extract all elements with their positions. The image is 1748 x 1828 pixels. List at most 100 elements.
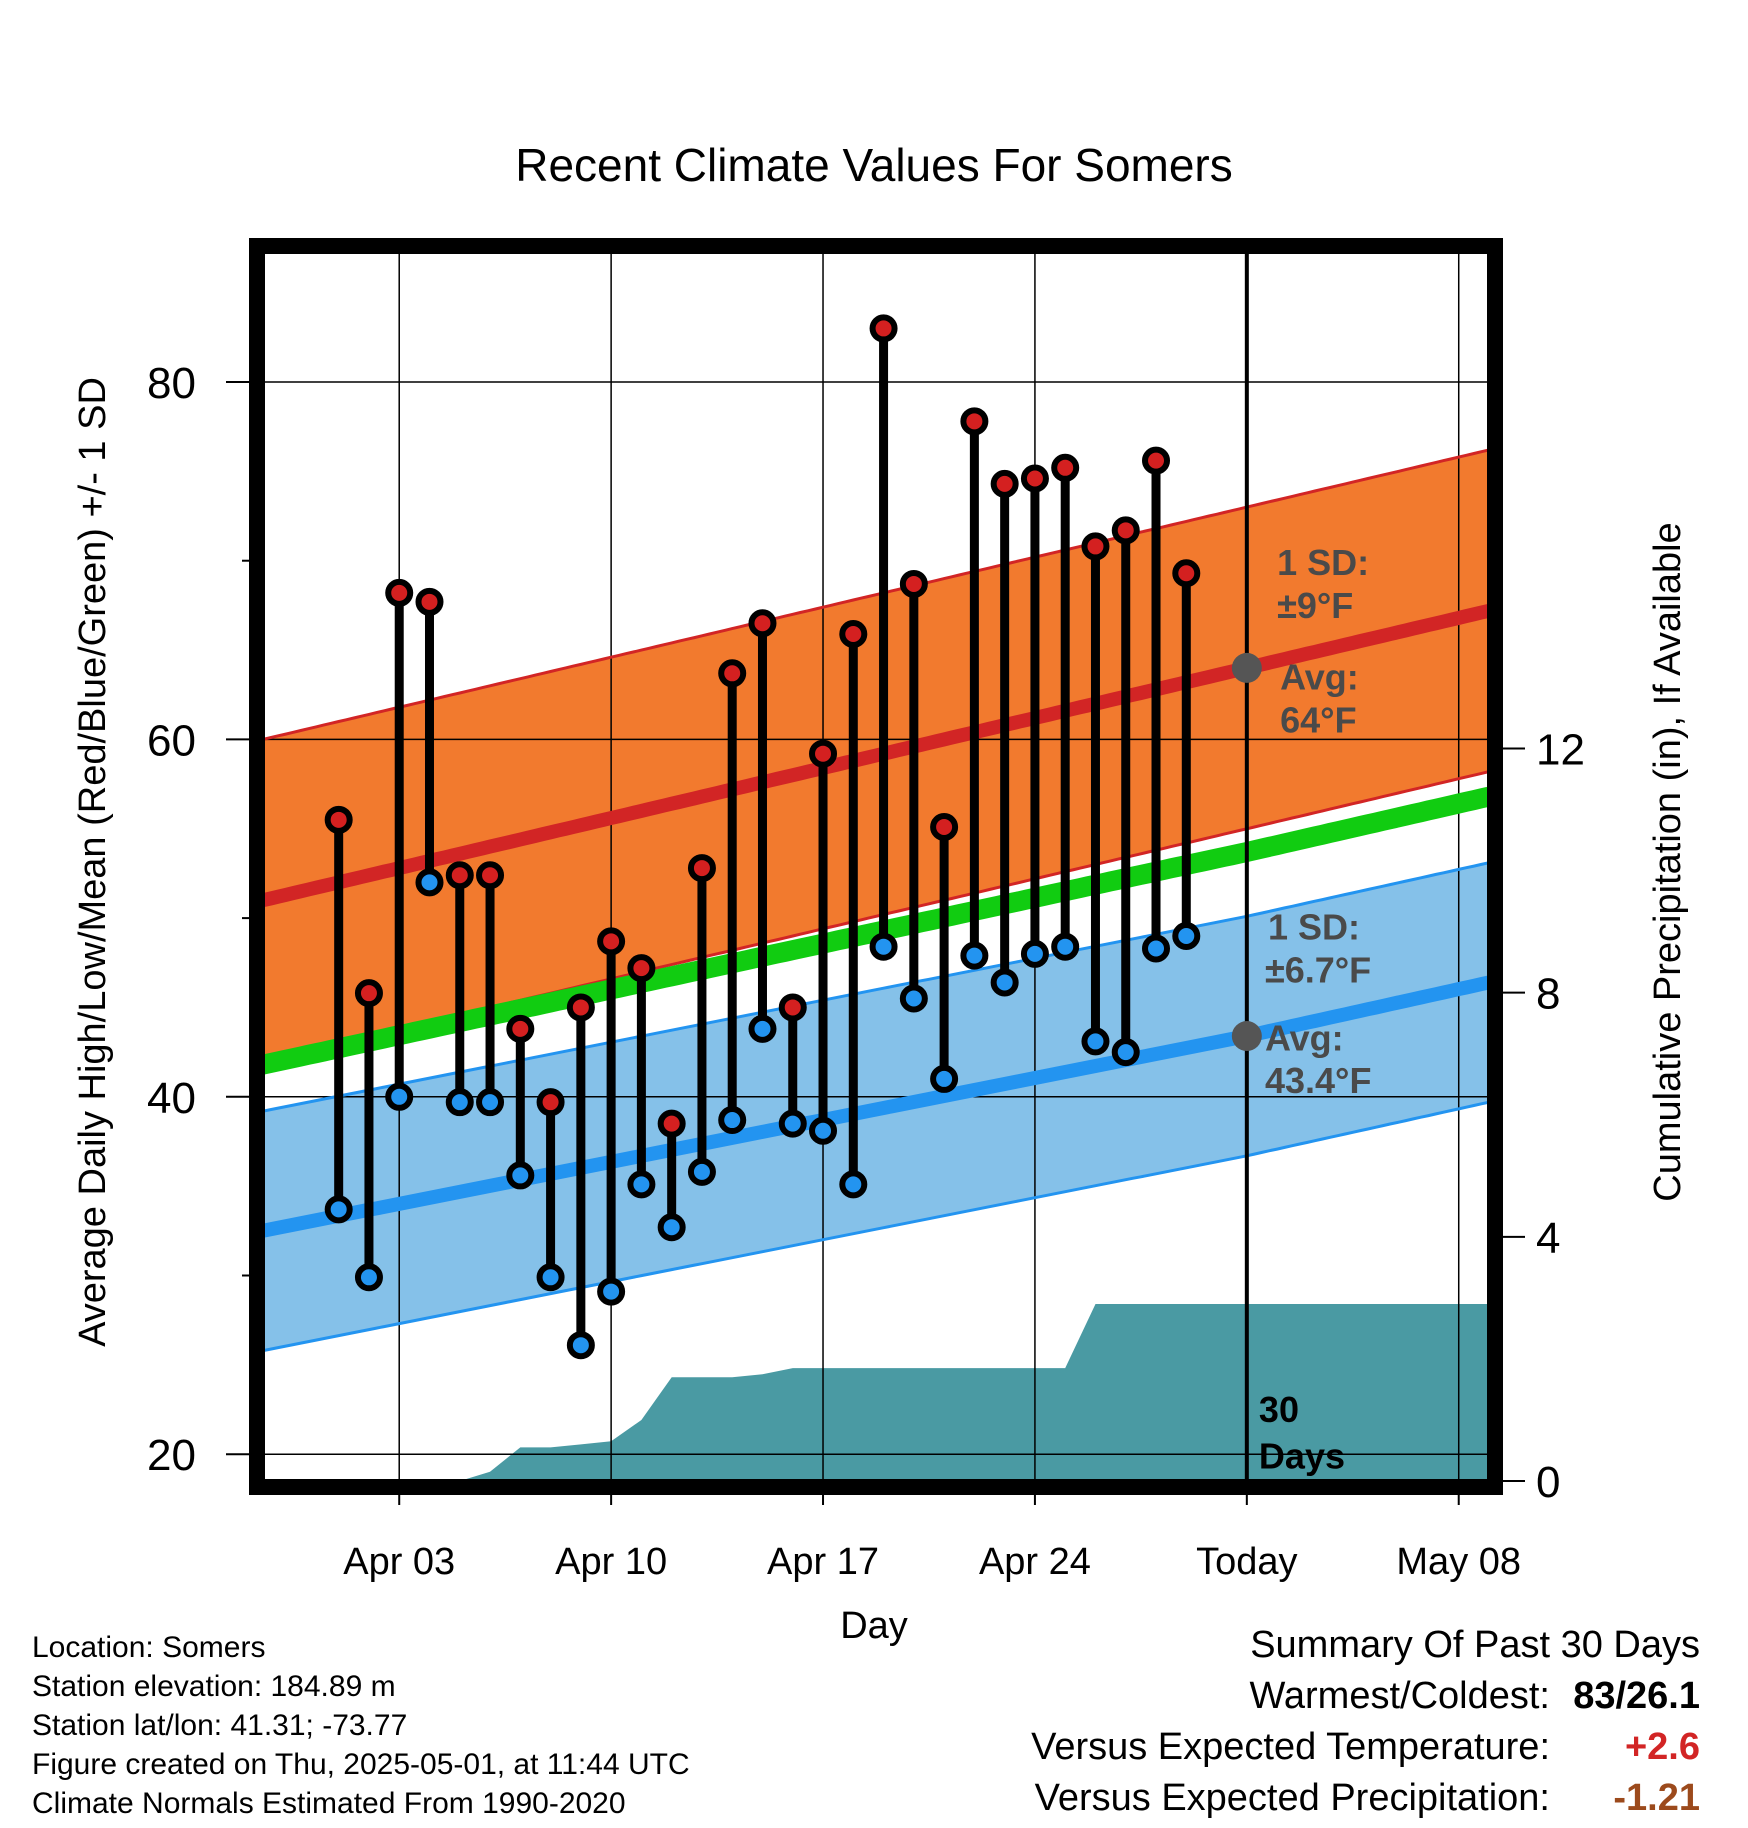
high-marker <box>506 1014 535 1043</box>
low-marker <box>597 1277 626 1306</box>
low-marker <box>1111 1038 1140 1067</box>
high-marker <box>1111 516 1140 545</box>
temp-anomaly-value: +2.6 <box>1624 1726 1700 1768</box>
mean-normal-line <box>263 786 1489 1075</box>
high-marker <box>1081 532 1110 561</box>
high-marker <box>476 861 505 890</box>
low-marker <box>990 968 1019 997</box>
high-marker <box>930 812 959 841</box>
today-low-normal-marker <box>1231 1021 1262 1052</box>
low-marker <box>1051 932 1080 961</box>
y-tick-label: 60 <box>147 716 196 765</box>
x-tick-label: Apr 17 <box>767 1541 879 1583</box>
summary-panel: Summary Of Past 30 Days Warmest/Coldest:… <box>880 1620 1700 1824</box>
high-marker <box>869 314 898 343</box>
high-marker <box>597 927 626 956</box>
high-marker <box>1051 453 1080 482</box>
high-marker <box>839 619 868 648</box>
annotation-2: Avg: <box>1280 656 1359 697</box>
low-marker <box>415 868 444 897</box>
info-elevation: Station elevation: 184.89 m <box>32 1670 396 1703</box>
annotation-5: ±6.7°F <box>1265 949 1371 990</box>
low-marker <box>445 1088 474 1117</box>
y2-tick-label: 8 <box>1536 970 1560 1019</box>
y2-tick-label: 12 <box>1536 726 1585 775</box>
high-marker <box>385 578 414 607</box>
high-marker <box>354 979 383 1008</box>
low-marker <box>1081 1027 1110 1056</box>
info-location: Location: Somers <box>32 1631 266 1664</box>
high-marker <box>990 469 1019 498</box>
high-marker <box>1020 464 1049 493</box>
low-marker <box>930 1064 959 1093</box>
annotation-7: 43.4°F <box>1265 1060 1371 1101</box>
low-marker <box>385 1082 414 1111</box>
summary-temp-row: Versus Expected Temperature: +2.6 <box>880 1722 1700 1773</box>
x-tick-label: Apr 24 <box>979 1541 1091 1583</box>
low-marker <box>778 1109 807 1138</box>
low-marker <box>1172 921 1201 950</box>
high-marker <box>536 1088 565 1117</box>
low-marker <box>506 1161 535 1190</box>
low-marker <box>536 1263 565 1292</box>
info-normals: Climate Normals Estimated From 1990-2020 <box>32 1787 626 1820</box>
high-marker <box>960 407 989 436</box>
summary-heading: Summary Of Past 30 Days <box>880 1620 1700 1671</box>
x-axis-label: Day <box>840 1605 908 1647</box>
low-marker <box>899 984 928 1013</box>
plot-frame <box>249 238 1503 1495</box>
summary-heading-text: Summary Of Past 30 Days <box>1250 1624 1700 1666</box>
high-marker <box>1142 446 1171 475</box>
high-marker <box>657 1109 686 1138</box>
low-marker <box>809 1116 838 1145</box>
warmest-value: 83/26.1 <box>1573 1675 1700 1717</box>
annotation-4: 1 SD: <box>1268 907 1360 948</box>
station-info: Location: Somers Station elevation: 184.… <box>32 1628 690 1823</box>
high-marker <box>415 587 444 616</box>
low-sd-upper-line <box>263 861 1489 1113</box>
chart-title: Recent Climate Values For Somers <box>515 139 1233 191</box>
low-marker <box>748 1014 777 1043</box>
x-tick-label: Apr 03 <box>343 1541 455 1583</box>
high-marker <box>324 805 353 834</box>
today-high-normal-marker <box>1231 652 1262 683</box>
low-normal-line <box>263 975 1489 1238</box>
high-marker <box>627 954 656 983</box>
high-marker <box>687 854 716 883</box>
warmest-label: Warmest/Coldest: <box>1249 1675 1550 1717</box>
high-sd-upper-line <box>263 448 1489 741</box>
high-marker <box>445 861 474 890</box>
annotation-1: ±9°F <box>1277 585 1353 626</box>
low-sd-lower-line <box>263 1100 1489 1353</box>
x-tick-label: May 08 <box>1396 1541 1521 1583</box>
y-tick-label: 80 <box>147 359 196 408</box>
low-marker <box>1142 934 1171 963</box>
high-marker <box>566 993 595 1022</box>
annotation-9: Days <box>1259 1435 1345 1476</box>
info-latlon: Station lat/lon: 41.31; -73.77 <box>32 1709 408 1742</box>
temp-anomaly-label: Versus Expected Temperature: <box>1031 1726 1550 1768</box>
low-marker <box>960 941 989 970</box>
low-marker <box>718 1106 747 1135</box>
low-marker <box>687 1157 716 1186</box>
low-marker <box>324 1195 353 1224</box>
low-marker <box>354 1263 383 1292</box>
y2-tick-label: 0 <box>1536 1458 1560 1507</box>
x-tick-label: Today <box>1196 1541 1297 1583</box>
summary-precip-row: Versus Expected Precipitation: -1.21 <box>880 1773 1700 1824</box>
y-tick-label: 20 <box>147 1431 196 1480</box>
low-marker <box>657 1213 686 1242</box>
low-marker <box>476 1088 505 1117</box>
high-marker <box>899 569 928 598</box>
summary-warmest-row: Warmest/Coldest: 83/26.1 <box>880 1671 1700 1722</box>
low-marker <box>839 1170 868 1199</box>
y2-tick-label: 4 <box>1536 1214 1560 1263</box>
low-marker <box>627 1170 656 1199</box>
precip-area <box>263 1304 1489 1481</box>
high-marker <box>809 739 838 768</box>
y2-axis-label: Cumulative Precipitation (in), If Availa… <box>1647 522 1689 1201</box>
high-marker <box>718 659 747 688</box>
annotation-3: 64°F <box>1280 699 1356 740</box>
high-marker <box>778 993 807 1022</box>
